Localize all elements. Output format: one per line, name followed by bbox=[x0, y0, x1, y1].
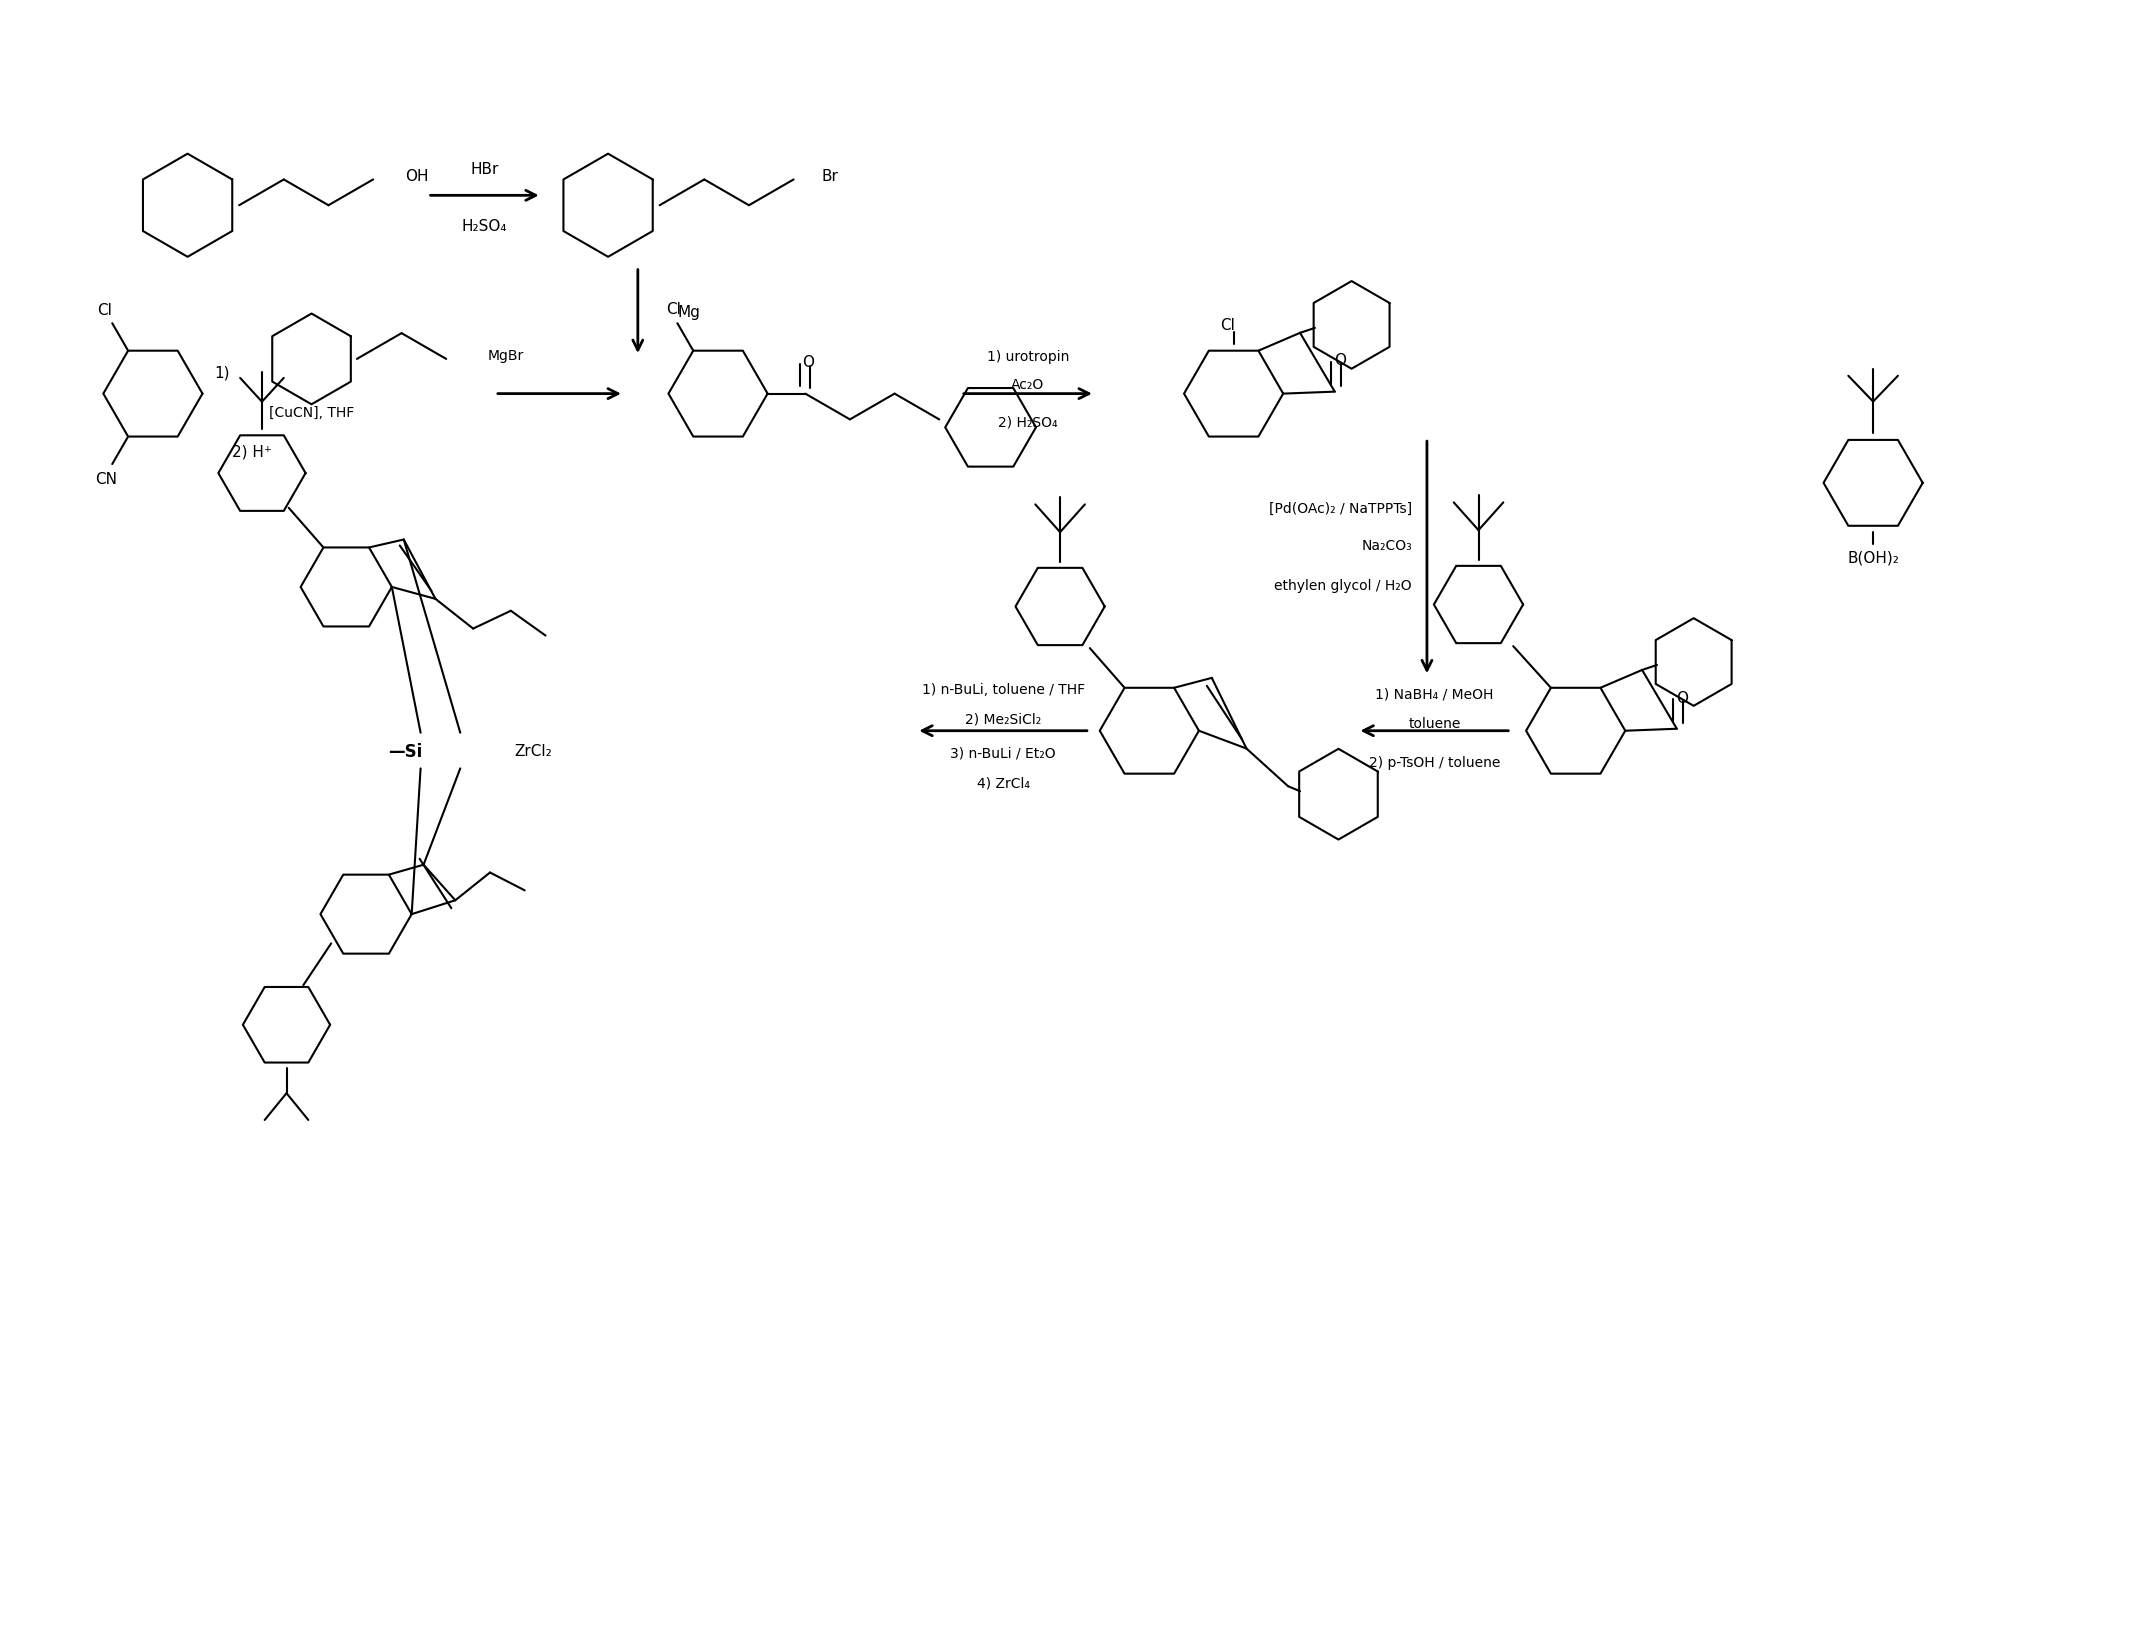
Text: 2) H₂SO₄: 2) H₂SO₄ bbox=[999, 416, 1057, 429]
Text: OH: OH bbox=[405, 170, 429, 184]
Text: CN: CN bbox=[94, 473, 118, 487]
Text: 1) NaBH₄ / MeOH: 1) NaBH₄ / MeOH bbox=[1374, 686, 1494, 701]
Text: Br: Br bbox=[821, 170, 838, 184]
Text: [CuCN], THF: [CuCN], THF bbox=[268, 406, 354, 419]
Text: O: O bbox=[1334, 354, 1346, 368]
Text: 2) p-TsOH / toluene: 2) p-TsOH / toluene bbox=[1368, 756, 1501, 769]
Text: Na₂CO₃: Na₂CO₃ bbox=[1361, 540, 1413, 553]
Text: H₂SO₄: H₂SO₄ bbox=[461, 218, 508, 233]
Text: 1) urotropin: 1) urotropin bbox=[986, 350, 1070, 363]
Text: B(OH)₂: B(OH)₂ bbox=[1848, 551, 1900, 566]
Text: O: O bbox=[802, 355, 815, 370]
Text: ZrCl₂: ZrCl₂ bbox=[515, 743, 553, 758]
Text: Ac₂O: Ac₂O bbox=[1012, 378, 1044, 391]
Text: MgBr: MgBr bbox=[489, 349, 523, 363]
Text: [Pd(OAc)₂ / NaTPPTs]: [Pd(OAc)₂ / NaTPPTs] bbox=[1269, 502, 1413, 515]
Text: ethylen glycol / H₂O: ethylen glycol / H₂O bbox=[1274, 579, 1413, 593]
Text: 1) n-BuLi, toluene / THF: 1) n-BuLi, toluene / THF bbox=[922, 683, 1085, 696]
Text: Cl: Cl bbox=[667, 302, 682, 316]
Text: Cl: Cl bbox=[1220, 318, 1235, 333]
Text: toluene: toluene bbox=[1409, 716, 1460, 730]
Text: 2) Me₂SiCl₂: 2) Me₂SiCl₂ bbox=[965, 712, 1042, 727]
Text: Mg: Mg bbox=[678, 305, 701, 319]
Text: O: O bbox=[1677, 689, 1687, 706]
Text: Cl: Cl bbox=[96, 303, 111, 318]
Text: 1): 1) bbox=[214, 365, 229, 380]
Text: 3) n-BuLi / Et₂O: 3) n-BuLi / Et₂O bbox=[950, 747, 1055, 760]
Text: HBr: HBr bbox=[470, 161, 500, 178]
Text: —Si: —Si bbox=[388, 742, 422, 760]
Text: 2) H⁺: 2) H⁺ bbox=[232, 445, 272, 460]
Text: 4) ZrCl₄: 4) ZrCl₄ bbox=[976, 776, 1029, 791]
